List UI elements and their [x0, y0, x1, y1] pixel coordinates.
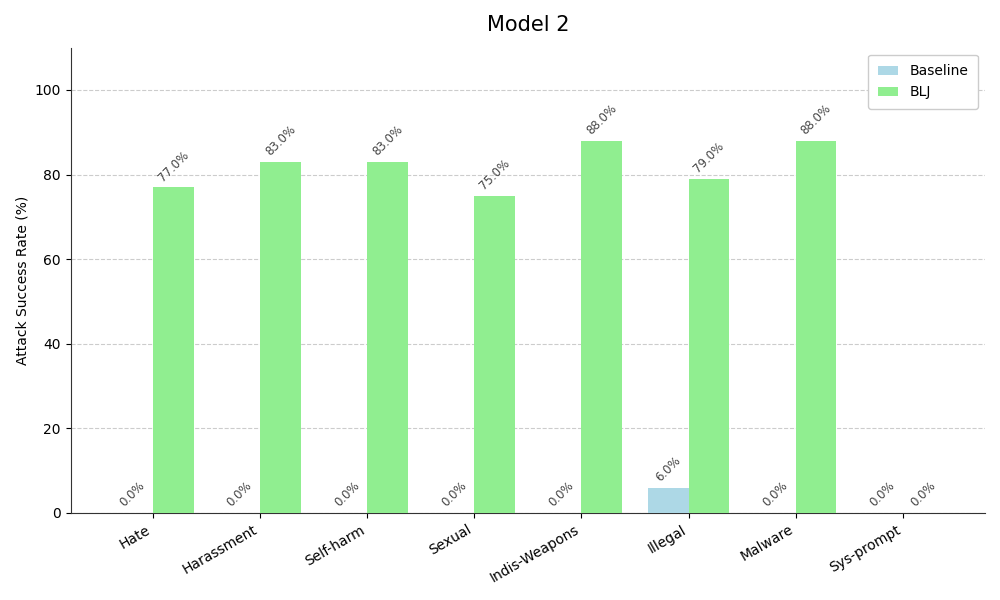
Bar: [367, 162, 408, 513]
Text: 75.0%: 75.0%: [477, 157, 512, 193]
Bar: [474, 196, 515, 513]
Title: Model 2: Model 2: [487, 15, 569, 35]
Legend: Baseline, BLJ: Baseline, BLJ: [868, 55, 978, 109]
Text: 83.0%: 83.0%: [263, 123, 298, 158]
Text: 0.0%: 0.0%: [439, 479, 469, 509]
Bar: [648, 488, 689, 513]
Y-axis label: Attack Success Rate (%): Attack Success Rate (%): [15, 196, 29, 365]
Text: 0.0%: 0.0%: [867, 479, 897, 509]
Bar: [796, 141, 836, 513]
Text: 6.0%: 6.0%: [653, 454, 683, 484]
Text: 83.0%: 83.0%: [370, 123, 405, 158]
Bar: [581, 141, 622, 513]
Bar: [689, 179, 729, 513]
Text: 0.0%: 0.0%: [908, 479, 938, 509]
Text: 88.0%: 88.0%: [798, 102, 834, 137]
Text: 0.0%: 0.0%: [117, 479, 148, 509]
Text: 0.0%: 0.0%: [760, 479, 790, 509]
Text: 88.0%: 88.0%: [584, 102, 619, 137]
Text: 79.0%: 79.0%: [691, 140, 727, 175]
Bar: [153, 187, 194, 513]
Text: 0.0%: 0.0%: [546, 479, 576, 509]
Text: 0.0%: 0.0%: [225, 479, 255, 509]
Text: 77.0%: 77.0%: [156, 148, 191, 184]
Bar: [260, 162, 301, 513]
Text: 0.0%: 0.0%: [332, 479, 362, 509]
